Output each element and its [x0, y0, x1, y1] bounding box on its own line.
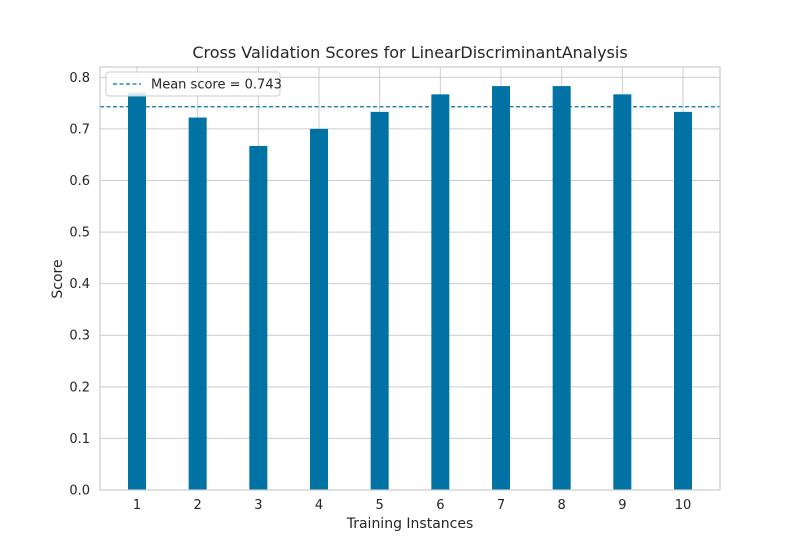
x-tick-label: 4 — [315, 498, 323, 513]
bar-fold-10 — [674, 111, 692, 490]
y-tick-label: 0.5 — [69, 226, 90, 241]
bar-fold-8 — [552, 86, 571, 491]
y-tick-label: 0.4 — [69, 277, 90, 292]
x-tick-label: 2 — [194, 498, 202, 513]
x-tick-label: 5 — [376, 498, 384, 513]
y-tick-label: 0.8 — [69, 71, 90, 86]
x-tick-label: 6 — [436, 498, 444, 513]
plot-area-frame — [99, 66, 721, 491]
bar-fold-4 — [310, 128, 328, 490]
bar-fold-1 — [128, 92, 146, 490]
bar-fold-3 — [249, 145, 268, 491]
bar-fold-9 — [613, 94, 632, 490]
y-tick-label: 0.0 — [69, 484, 90, 499]
y-tick-label: 0.3 — [69, 329, 90, 344]
bars — [128, 86, 692, 491]
x-tick-label: 3 — [254, 498, 262, 513]
y-tick-label: 0.6 — [69, 174, 90, 189]
y-tick-labels: 0.0 0.1 0.2 0.3 0.4 0.5 0.6 0.7 0.8 — [69, 71, 90, 499]
x-tick-label: 7 — [497, 498, 505, 513]
bar-fold-2 — [188, 117, 207, 491]
legend-box — [105, 71, 281, 97]
x-tick-label: 8 — [558, 498, 566, 513]
x-tick-labels: 1 2 3 4 5 6 7 8 9 10 — [133, 498, 691, 513]
legend: Mean score = 0.743 — [105, 71, 282, 97]
chart-title: Cross Validation Scores for LinearDiscri… — [192, 43, 627, 62]
x-tick-label: 9 — [618, 498, 626, 513]
bar-fold-6 — [431, 94, 450, 490]
bar-fold-7 — [492, 86, 510, 491]
y-tick-label: 0.1 — [69, 432, 90, 447]
y-tick-label: 0.7 — [69, 122, 90, 137]
legend-mean-label: Mean score = 0.743 — [151, 78, 282, 93]
x-tick-label: 1 — [133, 498, 141, 513]
y-axis-label: Score — [50, 259, 66, 298]
y-tick-label: 0.2 — [69, 380, 90, 395]
x-axis-label: Training Instances — [346, 516, 474, 532]
bar-fold-5 — [370, 111, 389, 490]
x-tick-label: 10 — [675, 498, 692, 513]
